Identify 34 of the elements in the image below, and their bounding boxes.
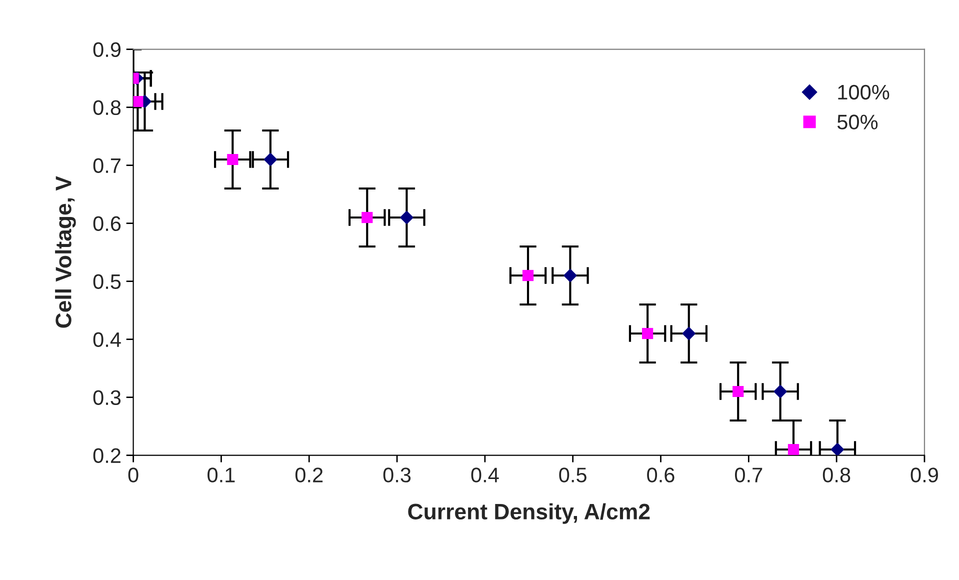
y-axis-title: Cell Voltage, V — [55, 176, 76, 328]
point — [682, 326, 696, 340]
x-tick-label: 0.6 — [647, 468, 674, 482]
x-tick-label: 0.2 — [295, 468, 323, 482]
x-axis-title: Current Density, A/cm2 — [408, 503, 650, 524]
x-tick-label: 0.4 — [471, 468, 499, 482]
y-tick-label: 0.5 — [93, 274, 121, 290]
x-tick-label: 0.5 — [559, 468, 586, 482]
point — [522, 270, 534, 282]
y-tick-label: 0.3 — [93, 390, 121, 406]
x-tick-label: 0 — [128, 468, 138, 482]
legend-label: 50% — [837, 114, 878, 130]
x-tick-label: 0.8 — [822, 468, 850, 482]
x-tick-label: 0.3 — [383, 468, 411, 482]
y-tick-label: 0.6 — [93, 216, 121, 232]
point — [563, 268, 578, 282]
y-tick-label: 0.2 — [93, 448, 120, 464]
point — [788, 444, 800, 456]
y-tick-label: 0.8 — [93, 100, 121, 116]
y-tick-label: 0.9 — [93, 42, 121, 58]
x-tick-label: 0.7 — [734, 468, 762, 482]
legend-label: 100% — [838, 84, 890, 100]
point — [732, 386, 744, 398]
point — [362, 212, 373, 224]
x-tick-label: 0.9 — [910, 468, 938, 482]
point — [830, 442, 844, 456]
point — [773, 384, 788, 398]
x-tick-label: 0.1 — [208, 468, 235, 482]
point — [400, 210, 414, 224]
point — [642, 328, 654, 340]
point — [227, 154, 238, 166]
y-tick-label: 0.7 — [93, 158, 120, 174]
point — [264, 152, 278, 166]
y-tick-label: 0.4 — [93, 332, 121, 348]
